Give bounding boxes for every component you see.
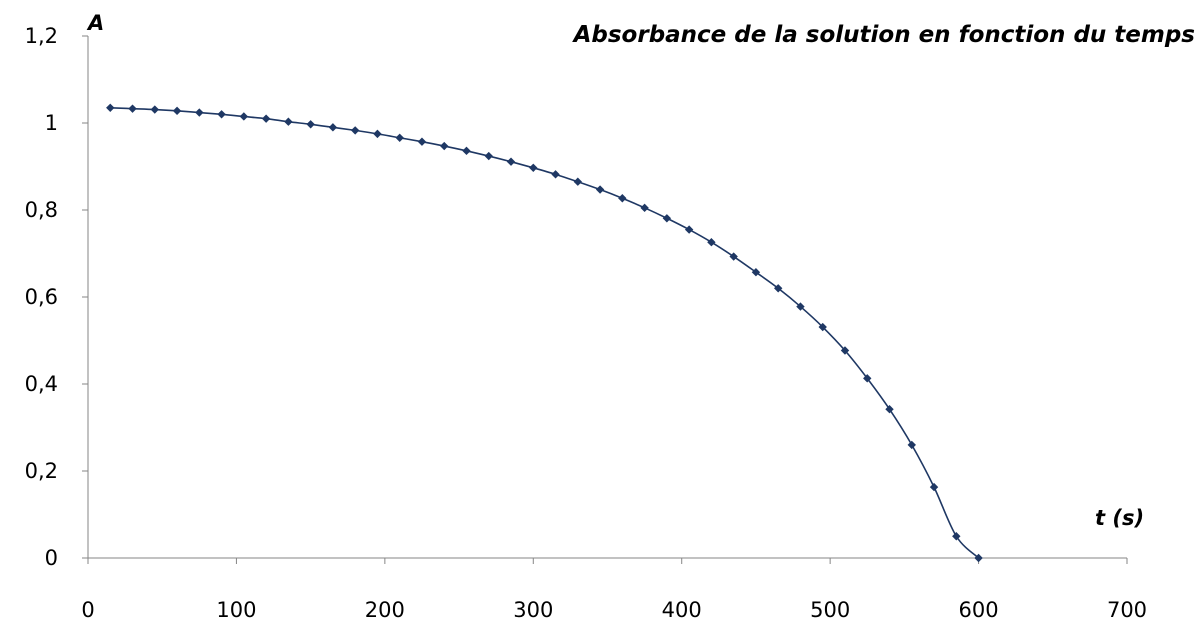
data-point [195,108,204,117]
data-point [751,268,761,277]
x-axis-label: t (s) [1095,506,1144,530]
x-tick-label: 600 [959,598,999,622]
data-point [551,170,560,179]
data-point [929,482,939,492]
data-point [172,106,182,116]
series-line [110,106,980,559]
y-tick-label: 0,4 [25,372,58,396]
data-point [128,104,137,113]
data-point [440,141,449,151]
axes [82,35,1128,564]
data-point [618,194,627,203]
x-tick-label: 0 [81,598,94,622]
x-tick-label: 500 [810,598,850,622]
data-point [261,114,271,123]
data-point [484,151,493,161]
data-point [373,129,382,139]
y-tick-label: 0,6 [25,285,58,309]
data-point [952,532,961,541]
data-point [306,120,315,129]
y-tick-label: 0,8 [25,198,58,222]
x-tick-label: 300 [513,598,553,622]
x-tick-label: 400 [662,598,702,622]
data-point [707,237,716,247]
data-point [840,346,850,355]
data-point [773,284,783,293]
data-point [662,214,672,223]
data-point [796,302,805,311]
data-point [595,185,605,194]
y-tick-label: 0 [45,546,58,570]
data-point [640,203,649,213]
data-point [907,440,916,450]
data-point [328,123,338,132]
y-tick-label: 0,2 [25,459,58,483]
data-point [350,126,360,135]
x-tick-label: 700 [1107,598,1147,622]
data-point [573,177,583,186]
data-point [529,163,538,173]
data-point [863,374,872,383]
plot-area [106,103,983,563]
data-point [239,112,249,121]
data-point [284,117,293,126]
x-tick-label: 200 [365,598,405,622]
chart-title: Absorbance de la solution en fonction du… [572,22,1195,48]
tick-labels: 0 0,2 0,4 0,6 0,8 1 1,2 0 100 200 300 400 500 600 700 [25,24,1147,622]
y-tick-label: 1 [45,111,58,135]
x-tick-label: 100 [216,598,256,622]
data-point [462,146,471,156]
data-point [150,105,159,114]
y-tick-label: 1,2 [25,24,58,48]
data-point [818,322,827,332]
data-point [417,137,427,146]
data-point [684,225,694,234]
y-axis-label: A [86,11,104,35]
data-point [506,157,516,166]
data-point [729,252,738,261]
data-point [974,553,983,563]
data-point [395,133,404,142]
data-point [217,110,226,119]
data-point [885,405,894,414]
data-point [106,103,115,112]
